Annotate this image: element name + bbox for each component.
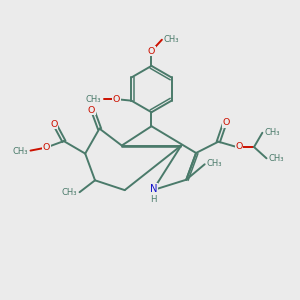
Text: CH₃: CH₃ bbox=[163, 35, 178, 44]
Text: O: O bbox=[222, 118, 230, 127]
Text: O: O bbox=[113, 95, 120, 104]
Text: O: O bbox=[236, 142, 243, 151]
Text: O: O bbox=[88, 106, 95, 115]
Text: N: N bbox=[150, 184, 157, 194]
Text: CH₃: CH₃ bbox=[268, 154, 284, 164]
Text: CH₃: CH₃ bbox=[264, 128, 280, 137]
Text: CH₃: CH₃ bbox=[206, 159, 222, 168]
Text: CH₃: CH₃ bbox=[12, 147, 28, 156]
Text: CH₃: CH₃ bbox=[86, 95, 101, 104]
Text: CH₃: CH₃ bbox=[61, 188, 77, 197]
Text: O: O bbox=[50, 120, 58, 129]
Text: H: H bbox=[150, 194, 157, 203]
Text: O: O bbox=[43, 143, 50, 152]
Text: O: O bbox=[148, 46, 155, 56]
